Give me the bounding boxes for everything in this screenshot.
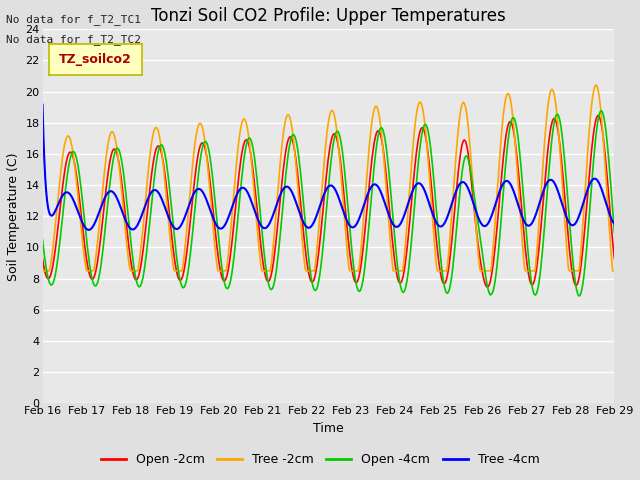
Text: No data for f_T2_TC1: No data for f_T2_TC1 bbox=[6, 14, 141, 25]
Title: Tonzi Soil CO2 Profile: Upper Temperatures: Tonzi Soil CO2 Profile: Upper Temperatur… bbox=[151, 7, 506, 25]
Legend: Open -2cm, Tree -2cm, Open -4cm, Tree -4cm: Open -2cm, Tree -2cm, Open -4cm, Tree -4… bbox=[95, 448, 545, 471]
Y-axis label: Soil Temperature (C): Soil Temperature (C) bbox=[7, 152, 20, 280]
Text: TZ_soilco2: TZ_soilco2 bbox=[59, 53, 132, 66]
Text: No data for f_T2_TC2: No data for f_T2_TC2 bbox=[6, 34, 141, 45]
X-axis label: Time: Time bbox=[313, 421, 344, 435]
